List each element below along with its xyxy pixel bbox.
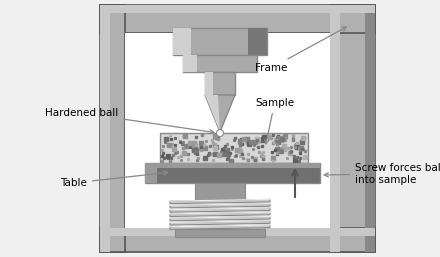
Text: Hardened ball: Hardened ball xyxy=(45,108,214,134)
Bar xyxy=(100,228,375,252)
Bar xyxy=(145,163,157,183)
Polygon shape xyxy=(170,204,270,208)
Bar xyxy=(100,5,125,252)
Bar xyxy=(125,33,330,228)
Bar xyxy=(183,55,257,72)
Polygon shape xyxy=(170,212,270,216)
Bar xyxy=(175,229,265,237)
Polygon shape xyxy=(205,95,220,132)
Polygon shape xyxy=(170,216,270,221)
Bar xyxy=(195,183,245,200)
Bar xyxy=(330,5,375,252)
Polygon shape xyxy=(170,221,270,225)
Bar xyxy=(205,72,235,95)
Bar xyxy=(330,5,340,252)
Polygon shape xyxy=(170,208,270,212)
Bar xyxy=(100,5,375,33)
Bar xyxy=(365,5,375,252)
Polygon shape xyxy=(205,95,235,132)
Bar xyxy=(145,163,320,168)
Circle shape xyxy=(216,130,224,136)
Bar xyxy=(248,28,267,55)
Text: Screw forces ball
into sample: Screw forces ball into sample xyxy=(324,163,440,185)
Text: Sample: Sample xyxy=(255,98,294,144)
Bar xyxy=(183,55,197,72)
Bar xyxy=(100,5,375,13)
Bar xyxy=(205,72,213,95)
Polygon shape xyxy=(170,199,270,204)
Bar xyxy=(173,28,267,55)
Text: Frame: Frame xyxy=(255,27,346,73)
Polygon shape xyxy=(170,225,270,229)
Bar xyxy=(100,228,375,236)
Bar xyxy=(173,28,191,55)
Text: Table: Table xyxy=(60,171,168,188)
Bar xyxy=(160,133,308,163)
Bar xyxy=(145,163,320,183)
Bar xyxy=(100,5,110,252)
